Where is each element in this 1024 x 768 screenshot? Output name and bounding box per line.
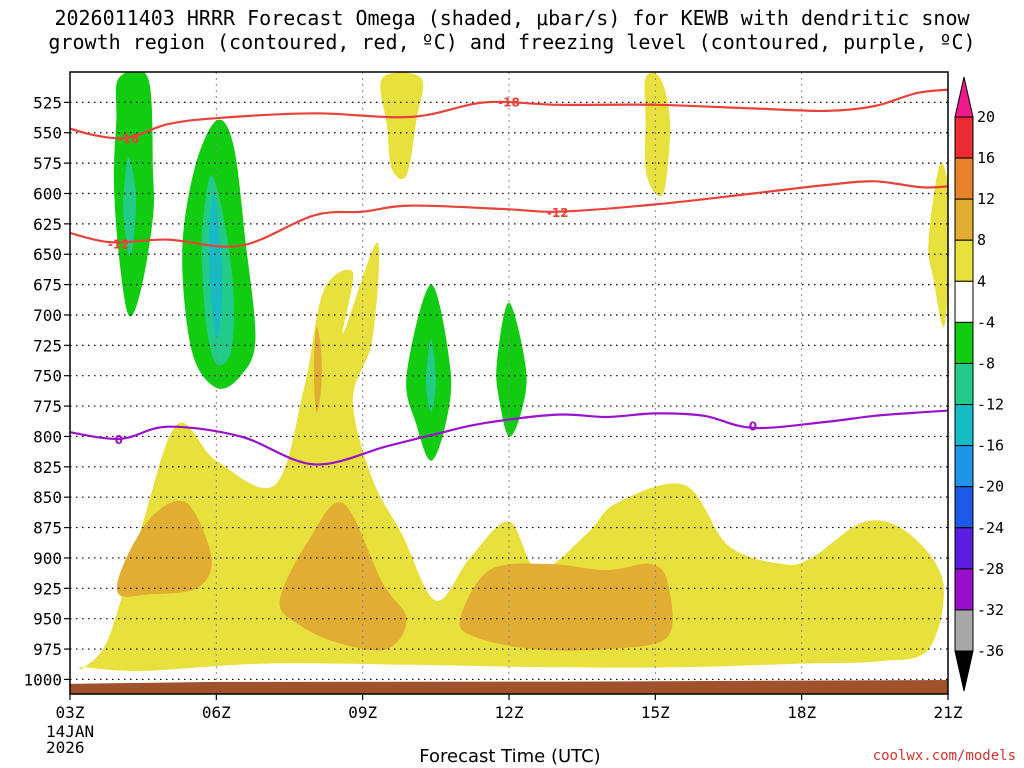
y-tick-label-900: 900 xyxy=(33,549,62,568)
omega-region-pos_8_12-4 xyxy=(116,500,212,597)
chart-title: 2026011403 HRRR Forecast Omega (shaded, … xyxy=(0,6,1024,54)
colorbar-label-1: 16 xyxy=(977,149,995,167)
colorbar-swatch-12 xyxy=(954,609,974,652)
y-tick-label-875: 875 xyxy=(33,519,62,538)
colorbar-label-9: -20 xyxy=(977,478,1004,496)
x-axis-ticks: 03Z 06Z 09Z 12Z 15Z 18Z 21Z xyxy=(56,694,963,722)
y-tick-label-625: 625 xyxy=(33,215,62,234)
y-tick-label-1000: 1000 xyxy=(23,670,62,689)
colorbar-swatch-2 xyxy=(954,198,974,241)
y-tick-label-550: 550 xyxy=(33,124,62,143)
y-tick-label-650: 650 xyxy=(33,245,62,264)
contour-label-2-0: 0 xyxy=(115,433,123,447)
date-label-day: 14JAN xyxy=(46,722,95,741)
contour-labels: -18 -18 -12 -12 0 0 xyxy=(108,95,757,447)
colorbar-label-11: -28 xyxy=(977,560,1004,578)
x-axis-label: Forecast Time (UTC) xyxy=(419,746,601,767)
contour-label-0-1: -18 xyxy=(498,95,520,109)
colorbar-bottom-arrow xyxy=(954,650,974,692)
omega-region-neg_4_8-15 xyxy=(496,302,527,437)
y-axis-ticks: 525 550 575 600 625 650 675 700 725 750 775 800 825 8… xyxy=(23,93,70,689)
contour-label-0-0: -18 xyxy=(118,132,140,146)
x-tick-label-12Z: 12Z xyxy=(495,703,524,722)
colorbar-swatch-10 xyxy=(954,527,974,570)
omega-region-pos_8_12-7 xyxy=(313,326,322,413)
colorbar-label-0: 20 xyxy=(977,108,995,126)
colorbar-top-arrow xyxy=(954,76,974,118)
y-tick-label-825: 825 xyxy=(33,458,62,477)
y-tick-label-750: 750 xyxy=(33,367,62,386)
terrain-fill xyxy=(70,680,948,694)
colorbar-label-3: 8 xyxy=(977,231,986,249)
colorbar-swatch-9 xyxy=(954,486,974,529)
y-tick-label-775: 775 xyxy=(33,397,62,416)
colorbar-swatch-3 xyxy=(954,239,974,282)
colorbar: 20 16 12 8 4 -4 -8 -12 -16 -20 -24 -28 -32 -36 xyxy=(954,76,1004,692)
colorbar-label-4: 4 xyxy=(977,272,986,290)
y-tick-label-725: 725 xyxy=(33,336,62,355)
x-tick-label-15Z: 15Z xyxy=(641,703,670,722)
omega-region-pos_8_12-6 xyxy=(459,563,673,651)
y-tick-label-925: 925 xyxy=(33,579,62,598)
contour-label-1-0: -12 xyxy=(108,238,130,252)
colorbar-swatch-11 xyxy=(954,568,974,611)
colorbar-swatch-0 xyxy=(954,116,974,159)
contour-line-0 xyxy=(70,88,948,140)
colorbar-label-5: -4 xyxy=(977,313,995,331)
omega-region-pos_4_8-2 xyxy=(644,72,671,197)
colorbar-label-6: -8 xyxy=(977,354,995,372)
colorbar-swatch-1 xyxy=(954,157,974,200)
y-tick-label-850: 850 xyxy=(33,488,62,507)
title-line-1: 2026011403 HRRR Forecast Omega (shaded, … xyxy=(54,6,970,30)
colorbar-swatch-4 xyxy=(954,280,974,323)
x-tick-label-18Z: 18Z xyxy=(787,703,816,722)
colorbar-swatch-6 xyxy=(954,362,974,406)
omega-shading xyxy=(79,72,948,671)
y-tick-label-800: 800 xyxy=(33,427,62,446)
omega-region-pos_8_12-5 xyxy=(279,502,407,651)
colorbar-swatch-5 xyxy=(954,321,974,364)
omega-region-neg_8_12-9 xyxy=(123,157,137,256)
y-tick-label-700: 700 xyxy=(33,306,62,325)
terrain-ground xyxy=(70,680,948,694)
omega-region-pos_4_8-1 xyxy=(380,72,424,180)
credit-link[interactable]: coolwx.com/models xyxy=(872,748,1016,764)
temperature-contours xyxy=(70,88,948,466)
x-tick-label-06Z: 06Z xyxy=(202,703,231,722)
colorbar-label-13: -36 xyxy=(977,642,1004,660)
y-tick-label-525: 525 xyxy=(33,93,62,112)
contour-line-1 xyxy=(70,180,948,248)
y-tick-label-575: 575 xyxy=(33,154,62,173)
date-label-year: 2026 xyxy=(46,738,85,757)
contour-line-2 xyxy=(70,409,948,466)
x-tick-label-03Z: 03Z xyxy=(56,703,85,722)
colorbar-label-7: -12 xyxy=(977,396,1004,414)
omega-region-pos_4_8-3 xyxy=(928,163,948,328)
y-tick-label-600: 600 xyxy=(33,184,62,203)
x-tick-label-09Z: 09Z xyxy=(348,703,377,722)
colorbar-label-12: -32 xyxy=(977,601,1004,619)
omega-region-neg_12_16-12 xyxy=(208,193,222,340)
title-line-2: growth region (contoured, red, ºC) and f… xyxy=(48,30,976,54)
colorbar-label-10: -24 xyxy=(977,519,1004,537)
colorbar-label-2: 12 xyxy=(977,190,995,208)
contour-label-1-1: -12 xyxy=(547,206,569,220)
colorbar-label-8: -16 xyxy=(977,437,1004,455)
y-tick-label-950: 950 xyxy=(33,610,62,629)
x-tick-label-21Z: 21Z xyxy=(934,703,963,722)
colorbar-swatch-7 xyxy=(954,404,974,447)
contour-label-2-1: 0 xyxy=(749,420,757,434)
y-tick-label-675: 675 xyxy=(33,276,62,295)
y-tick-label-975: 975 xyxy=(33,640,62,659)
colorbar-swatch-8 xyxy=(954,445,974,488)
